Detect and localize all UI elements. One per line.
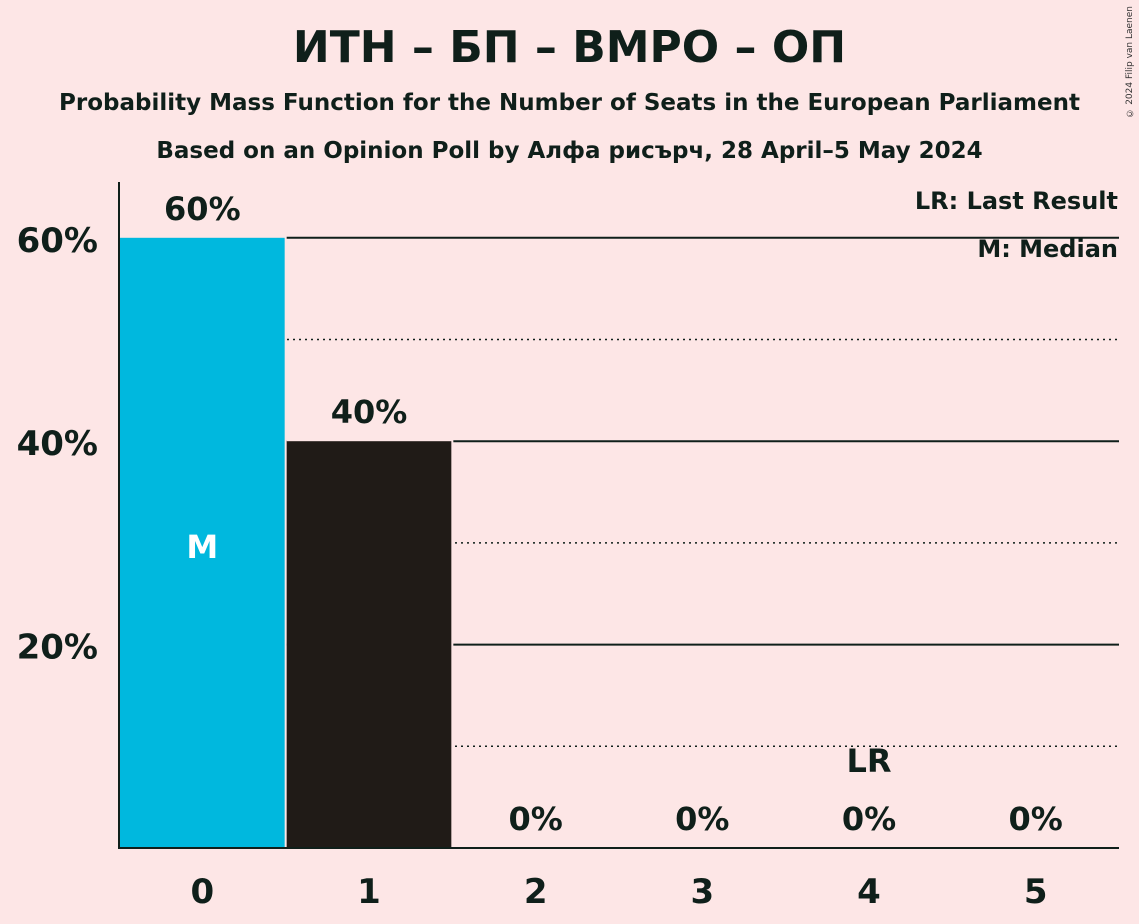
bar-value-label: 0% [675,800,729,838]
legend-median: M: Median [977,235,1118,263]
y-tick-label: 60% [17,221,98,261]
x-tick-label: 1 [357,872,381,912]
median-marker: M [186,528,218,566]
x-tick-label: 4 [857,872,881,912]
x-tick-label: 2 [524,872,548,912]
bar [286,441,452,848]
x-tick-label: 0 [190,872,214,912]
bar-value-label: 60% [164,190,241,228]
chart-title: ИТН – БП – ВМРО – ОП [292,22,847,73]
legend-last-result: LR: Last Result [915,187,1118,215]
bars [120,235,454,849]
bar-value-label: 0% [1009,800,1063,838]
y-tick-label: 40% [17,424,98,464]
x-tick-label: 5 [1024,872,1048,912]
chart-source-subtitle: Based on an Opinion Poll by Алфа рисърч,… [156,138,983,164]
y-tick-label: 20% [17,628,98,668]
bar-value-label: 0% [509,800,563,838]
bar-value-label: 0% [842,800,896,838]
chart-subtitle: Probability Mass Function for the Number… [59,90,1080,116]
x-tick-label: 3 [690,872,714,912]
last-result-marker: LR [846,742,891,780]
bar [120,237,285,849]
bar-value-label: 40% [331,393,408,431]
